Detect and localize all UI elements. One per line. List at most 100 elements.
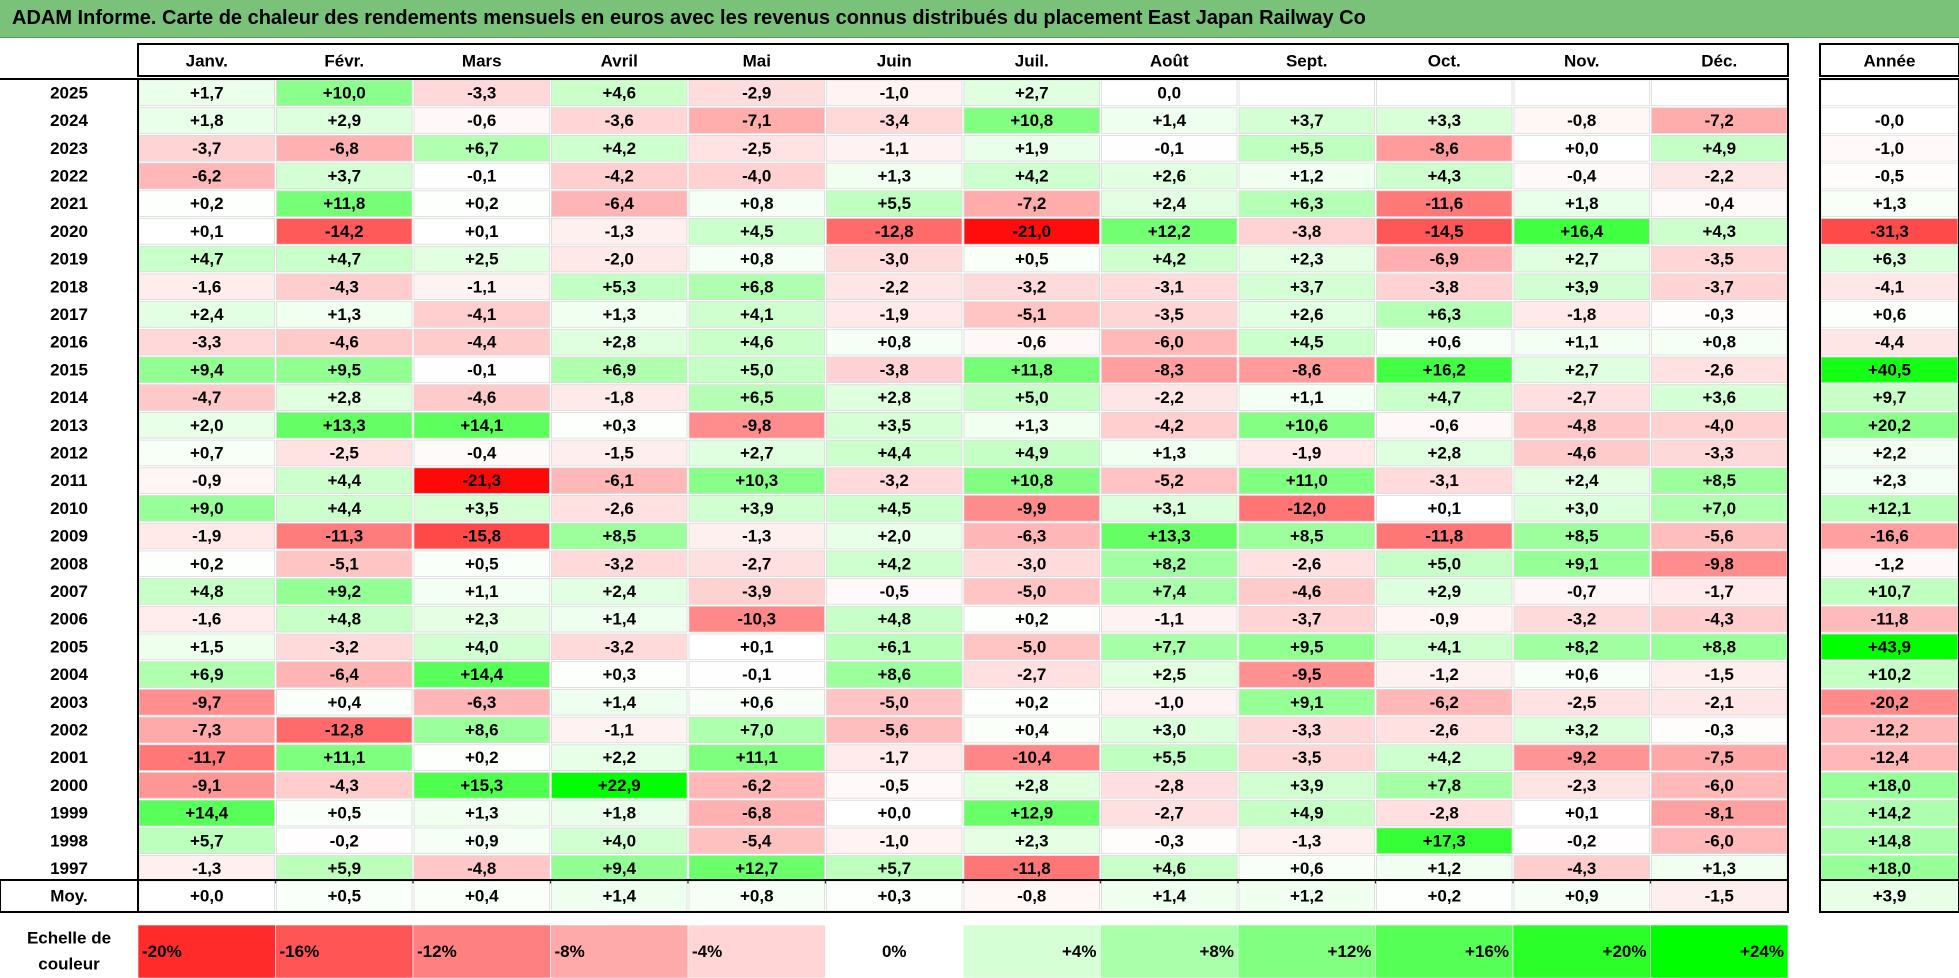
heatmap-cell: [826, 550, 963, 578]
cell-value: -2,2: [1705, 166, 1734, 185]
heatmap-cell: [138, 162, 275, 190]
cell-value: +1,3: [1152, 443, 1186, 462]
heatmap-cell: [138, 384, 275, 411]
cell-value: +11,0: [1286, 471, 1328, 490]
average-cell: [963, 880, 1100, 912]
heatmap-cell: [551, 855, 688, 882]
cell-value: +9,2: [327, 582, 361, 601]
cell-value: -6,8: [330, 139, 359, 158]
heatmap-cell: [688, 550, 825, 578]
heatmap-cell: [826, 328, 963, 356]
heatmap-cell: [276, 827, 413, 855]
cell-value: -1,5: [1705, 665, 1734, 684]
cell-value: +1,2: [1427, 859, 1461, 878]
heatmap-cell: [1238, 411, 1375, 439]
cell-value: -3,9: [742, 582, 771, 601]
cell-value: +0,1: [740, 637, 774, 656]
heatmap-cell: [1101, 661, 1238, 688]
heatmap-cell: [138, 633, 275, 661]
year-label: 1998: [50, 831, 88, 850]
cell-value: -1,0: [1155, 693, 1184, 712]
cell-value: -2,5: [742, 139, 771, 158]
cell-value: +0,2: [465, 748, 499, 767]
heatmap-cell: [688, 605, 825, 633]
annual-value: -0,5: [1875, 166, 1904, 185]
cell-value: +0,4: [1015, 720, 1049, 739]
heatmap-cell: [1376, 439, 1513, 467]
cell-value: +1,3: [1015, 416, 1049, 435]
cell-value: -1,5: [605, 443, 634, 462]
cell-value: +4,2: [1152, 250, 1186, 269]
cell-value: -10,4: [1012, 748, 1051, 767]
cell-value: +4,2: [877, 554, 911, 573]
cell-value: -1,9: [1292, 443, 1321, 462]
heatmap-cell: [1651, 495, 1788, 522]
annual-value: +20,2: [1868, 416, 1911, 435]
heatmap-cell: [413, 301, 550, 328]
heatmap-cell: [551, 744, 688, 771]
cell-value: -6,0: [1705, 831, 1734, 850]
heatmap-cell: [1651, 439, 1788, 467]
cell-value: +5,0: [1427, 554, 1461, 573]
cell-value: -6,9: [1430, 250, 1459, 269]
cell-value: -1,6: [192, 277, 221, 296]
average-value: -0,8: [1017, 887, 1046, 906]
heatmap-cell: [1513, 716, 1650, 744]
cell-value: +14,4: [185, 804, 229, 823]
heatmap-cell: [276, 79, 413, 107]
scale-step-label: -20%: [142, 942, 182, 961]
heatmap-cell: [1101, 384, 1238, 411]
cell-value: +0,3: [602, 416, 636, 435]
heatmap-cell: [963, 467, 1100, 494]
heatmap-cell: [963, 772, 1100, 799]
heatmap-cell: [1376, 384, 1513, 411]
cell-value: -6,2: [742, 776, 771, 795]
heatmap-cell: [1238, 605, 1375, 633]
heatmap-cell: [1101, 550, 1238, 578]
cell-value: -9,9: [1017, 499, 1046, 518]
scale-step-label: +24%: [1740, 942, 1784, 961]
heatmap-cell: [276, 495, 413, 522]
cell-value: +1,1: [1565, 333, 1599, 352]
heatmap-cell: [413, 578, 550, 605]
cell-value: -2,2: [880, 277, 909, 296]
heatmap-cell: [413, 439, 550, 467]
heatmap-cell: [688, 384, 825, 411]
heatmap-cell: [1238, 384, 1375, 411]
cell-value: -4,8: [467, 859, 496, 878]
cell-value: -5,1: [1017, 305, 1046, 324]
heatmap-cell: [688, 218, 825, 245]
cell-value: +2,8: [1015, 776, 1049, 795]
cell-value: -6,0: [1155, 333, 1184, 352]
cell-value: +2,7: [1565, 250, 1599, 269]
heatmap-cell: [276, 744, 413, 771]
heatmap-cell: [413, 522, 550, 550]
annual-value: +2,2: [1873, 443, 1907, 462]
scale-swatch: [825, 924, 964, 978]
heatmap-cell: [963, 411, 1100, 439]
year-label: 2002: [50, 720, 88, 739]
heatmap-cell: [1101, 79, 1238, 107]
cell-value: +0,2: [1015, 610, 1049, 629]
heatmap-cell: [1238, 107, 1375, 134]
cell-value: -3,2: [605, 637, 634, 656]
cell-value: -5,6: [1705, 527, 1734, 546]
cell-value: -1,7: [1705, 582, 1734, 601]
cell-value: +1,7: [190, 83, 224, 102]
year-label: 2010: [50, 499, 88, 518]
cell-value: +6,9: [190, 665, 224, 684]
average-value: -1,5: [1705, 887, 1734, 906]
heatmap-cell: [413, 689, 550, 716]
title-bar: ADAM Informe. Carte de chaleur des rende…: [0, 0, 1959, 38]
average-cell: [1376, 880, 1513, 912]
scale-swatch: [275, 924, 414, 978]
cell-value: -0,7: [1567, 582, 1596, 601]
cell-value: -0,1: [742, 665, 771, 684]
annual-cell: [1820, 605, 1959, 633]
average-annual-cell: [1819, 879, 1959, 913]
cell-value: -2,6: [1705, 360, 1734, 379]
cell-value: +7,0: [1702, 499, 1736, 518]
heatmap-cell: [826, 79, 963, 107]
cell-value: +16,4: [1560, 222, 1604, 241]
heatmap-cell: [1376, 162, 1513, 190]
